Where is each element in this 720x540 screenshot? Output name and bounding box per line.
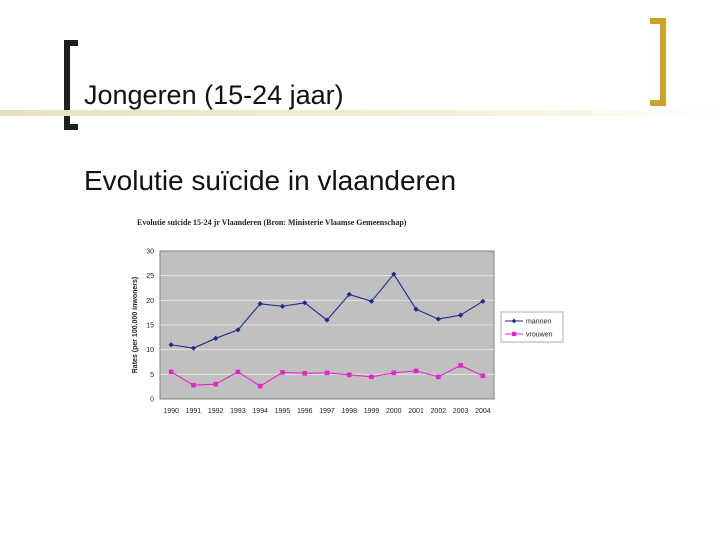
legend-marker — [512, 331, 517, 337]
x-tick-label: 2002 — [431, 408, 447, 415]
x-tick-label: 2000 — [386, 408, 402, 415]
y-tick-label: 15 — [146, 323, 154, 330]
y-tick-label: 25 — [146, 273, 154, 280]
data-point-mannen — [302, 300, 308, 306]
y-tick-label: 20 — [146, 298, 154, 305]
data-point-vrouwen — [191, 382, 196, 388]
y-tick-label: 30 — [146, 249, 154, 256]
x-tick-label: 1999 — [364, 408, 380, 415]
x-tick-label: 1997 — [319, 408, 335, 415]
y-tick-label: 0 — [150, 397, 154, 404]
data-point-vrouwen — [369, 374, 374, 380]
x-tick-label: 1991 — [186, 408, 202, 415]
data-point-vrouwen — [413, 368, 419, 374]
x-tick-label: 1992 — [208, 408, 224, 415]
data-point-mannen — [480, 298, 486, 304]
slide-subtitle: Evolutie suïcide in vlaanderen — [84, 165, 457, 196]
x-tick-label: 1993 — [230, 408, 246, 415]
data-point-vrouwen — [302, 371, 308, 376]
data-point-vrouwen — [168, 369, 174, 375]
y-tick-label: 5 — [150, 372, 154, 379]
data-point-vrouwen — [257, 383, 263, 389]
data-point-vrouwen — [213, 381, 218, 387]
data-point-mannen — [458, 312, 464, 318]
data-point-vrouwen — [235, 369, 241, 375]
data-point-vrouwen — [324, 370, 330, 376]
x-tick-label: 1994 — [252, 408, 268, 415]
legend-label: vrouwen — [526, 332, 553, 339]
chart-title: Evolutie suïcide 15-24 jr Vlaanderen (Br… — [137, 218, 407, 227]
legend-label: mannen — [526, 319, 551, 326]
y-axis-label: Rates (per 100.000 inwoners) — [132, 277, 139, 374]
data-point-mannen — [324, 317, 330, 323]
title-rule — [0, 110, 720, 116]
data-point-vrouwen — [280, 370, 285, 375]
y-tick-label: 10 — [146, 347, 154, 354]
right-bracket-decoration — [650, 18, 666, 106]
data-point-mannen — [168, 342, 174, 348]
x-tick-label: 2001 — [408, 408, 424, 415]
legend-box — [500, 311, 564, 343]
x-tick-label: 1998 — [341, 408, 357, 415]
x-tick-label: 1995 — [275, 408, 291, 415]
data-point-vrouwen — [458, 363, 463, 368]
data-point-vrouwen — [391, 370, 397, 376]
data-point-mannen — [346, 291, 352, 298]
line-chart: Evolutie suïcide 15-24 jr Vlaanderen (Br… — [132, 218, 564, 415]
x-tick-label: 1990 — [163, 408, 179, 415]
data-point-vrouwen — [480, 373, 486, 379]
x-tick-label: 1996 — [297, 408, 313, 415]
slide-title: Jongeren (15-24 jaar) — [84, 80, 344, 110]
x-tick-label: 2003 — [453, 408, 469, 415]
data-point-vrouwen — [346, 372, 352, 378]
x-tick-label: 2004 — [475, 408, 491, 415]
left-bracket-decoration — [64, 40, 78, 130]
data-point-vrouwen — [436, 374, 441, 380]
